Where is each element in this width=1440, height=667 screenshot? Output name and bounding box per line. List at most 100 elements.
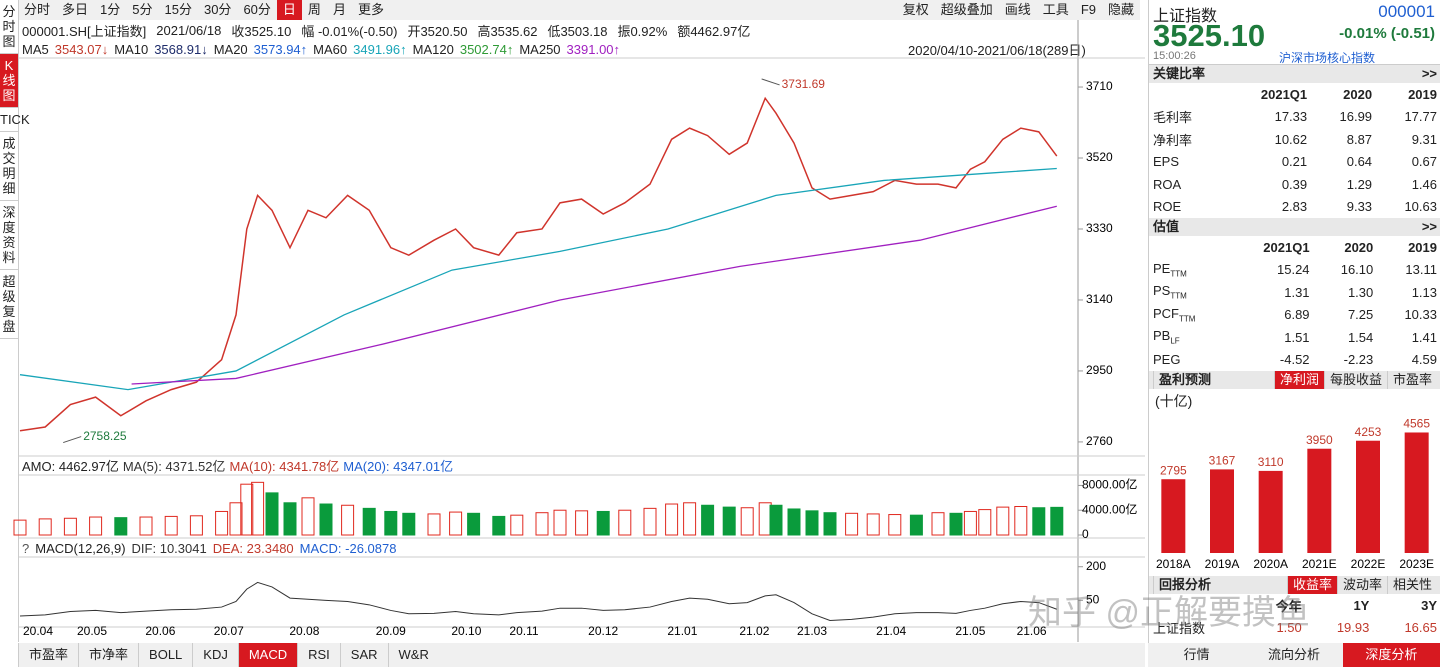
x-tick-label: 20.11: [509, 624, 538, 638]
bottom-tab[interactable]: SAR: [339, 643, 388, 667]
macd-header: ? MACD(12,26,9) DIF: 10.3041 DEA: 23.3480 MA…: [22, 539, 396, 557]
label: PEG: [1153, 352, 1181, 368]
x-tick-label: 21.06: [1017, 624, 1047, 638]
left-tab[interactable]: K线图: [0, 54, 18, 108]
macd-stat: MACD: -26.0878: [299, 540, 397, 556]
volume-bar: [63, 517, 77, 536]
volume-bar: [683, 502, 697, 536]
toolbar-tab[interactable]: 30分: [203, 2, 232, 17]
toolbar-tab[interactable]: 15分: [164, 2, 192, 17]
cell: 16.65: [1404, 620, 1437, 636]
macd-stat: MACD(12,26,9): [35, 540, 126, 556]
cell: 10.33: [1404, 307, 1437, 323]
cell: 1.13: [1411, 284, 1437, 300]
toolbar-tab[interactable]: 多日: [62, 2, 89, 17]
column-header: 2020: [1343, 86, 1373, 102]
cell: 16.10: [1340, 262, 1374, 278]
column-header: 3Y: [1421, 597, 1437, 613]
annotation: 3731.69: [782, 77, 826, 91]
more[interactable]: >>: [1421, 219, 1437, 234]
y-tick-label: 50: [1086, 593, 1100, 607]
right-tab[interactable]: 深度分析: [1342, 643, 1440, 667]
volume-bar: [949, 512, 963, 536]
cell: 13.11: [1405, 262, 1437, 278]
left-tab[interactable]: 深度资料: [0, 201, 18, 270]
volume-stat: AMO: 4462.97亿: [22, 458, 119, 474]
bottom-tab[interactable]: KDJ: [192, 643, 238, 667]
volume-bar: [164, 515, 178, 536]
volume-bar: [931, 512, 945, 536]
toolbar-tab[interactable]: 1分: [100, 2, 121, 17]
price-line: [19, 96, 1058, 432]
tab[interactable]: 收益率: [1286, 576, 1337, 594]
tab[interactable]: 净利润: [1273, 371, 1324, 389]
cell: -2.23: [1343, 352, 1374, 368]
bar: [1356, 440, 1380, 553]
volume-bar: [341, 504, 355, 536]
left-tab[interactable]: 超级复盘: [0, 270, 18, 339]
bottom-tab[interactable]: W&R: [387, 643, 439, 667]
toolbar-tab[interactable]: 分时: [24, 2, 51, 17]
column-header: 1Y: [1353, 597, 1370, 613]
tab[interactable]: 波动率: [1336, 576, 1387, 594]
toolbar-tool[interactable]: 超级叠加: [940, 2, 993, 17]
cell: 1.51: [1284, 329, 1310, 345]
toolbar-tab[interactable]: 周: [307, 2, 321, 17]
toolbar-tool[interactable]: 隐藏: [1107, 2, 1134, 17]
volume-bar: [449, 511, 463, 536]
left-tab[interactable]: 成交明细: [0, 132, 18, 201]
quote-link[interactable]: 沪深市场核心指数: [1279, 51, 1376, 65]
table-header: 今年 1Y 3Y: [1149, 594, 1440, 617]
bottom-tab[interactable]: 市净率: [78, 643, 138, 667]
cell: 19.93: [1336, 620, 1370, 636]
quote-price: 3525.10: [1153, 18, 1266, 53]
toolbar-tab[interactable]: 60分: [243, 2, 271, 17]
toolbar: 分时 多日 1分 5分 15分 30分 60分日周月更多 复权 超级叠加 画线 工具 F9 隐藏: [18, 0, 1140, 20]
volume-bar: [845, 512, 859, 536]
volume-bar: [596, 510, 610, 536]
more[interactable]: >>: [1421, 66, 1437, 81]
section-header: 估值 >>: [1149, 218, 1440, 236]
row-label: PBLF: [1149, 326, 1228, 349]
price-line: [19, 167, 1057, 391]
right-tab[interactable]: 流向分析: [1267, 647, 1320, 662]
toolbar-tool[interactable]: F9: [1080, 2, 1096, 17]
label: PS: [1153, 283, 1171, 299]
volume-bar: [384, 510, 398, 536]
toolbar-tab[interactable]: 更多: [357, 2, 384, 17]
table: 2021Q1 2020 2019 毛利率 17.33 16.99 17.77 净利率 10.62…: [1149, 83, 1440, 218]
macd-stat: ?: [22, 540, 30, 556]
annotation-line: [63, 436, 82, 444]
toolbar-tab[interactable]: 月: [332, 2, 346, 17]
toolbar-tab[interactable]: 日: [276, 0, 302, 20]
toolbar-tool[interactable]: 复权: [902, 2, 929, 17]
toolbar-tool[interactable]: 工具: [1042, 2, 1069, 17]
ma-name: MA60: [313, 41, 348, 57]
label: 净利率: [1153, 132, 1193, 148]
tab[interactable]: 相关性: [1386, 576, 1437, 594]
right-tab[interactable]: 行情: [1183, 647, 1210, 662]
x-tick-label: 20.08: [289, 624, 319, 638]
tab[interactable]: 市盈率: [1386, 371, 1437, 389]
bottom-tab[interactable]: MACD: [237, 643, 298, 667]
bottom-tab[interactable]: BOLL: [138, 643, 192, 667]
label: ROE: [1153, 199, 1182, 215]
bottom-tab[interactable]: RSI: [297, 643, 340, 667]
tab-group: 净利润 每股收益 市盈率: [1273, 371, 1437, 389]
left-tab[interactable]: 分时图: [0, 0, 18, 54]
info-item: 开3520.50: [407, 23, 468, 39]
toolbar-tool[interactable]: 画线: [1004, 2, 1031, 17]
volume-stat: MA(10): 4341.78亿: [229, 458, 340, 474]
tab[interactable]: 每股收益: [1323, 371, 1387, 389]
y-tick-label: 4000.00亿: [1082, 501, 1137, 516]
volume-bar: [701, 504, 715, 536]
volume-bar: [787, 508, 801, 536]
table-row: ROA 0.39 1.29 1.46: [1149, 173, 1440, 196]
row-label: PSTTM: [1149, 281, 1228, 304]
volume-bar: [575, 510, 589, 536]
y-tick-label: 2950: [1086, 363, 1113, 377]
bottom-tab[interactable]: 市盈率: [18, 643, 78, 667]
cell: 0.64: [1346, 154, 1373, 170]
label: ROA: [1153, 176, 1182, 192]
toolbar-tab[interactable]: 5分: [132, 2, 153, 17]
